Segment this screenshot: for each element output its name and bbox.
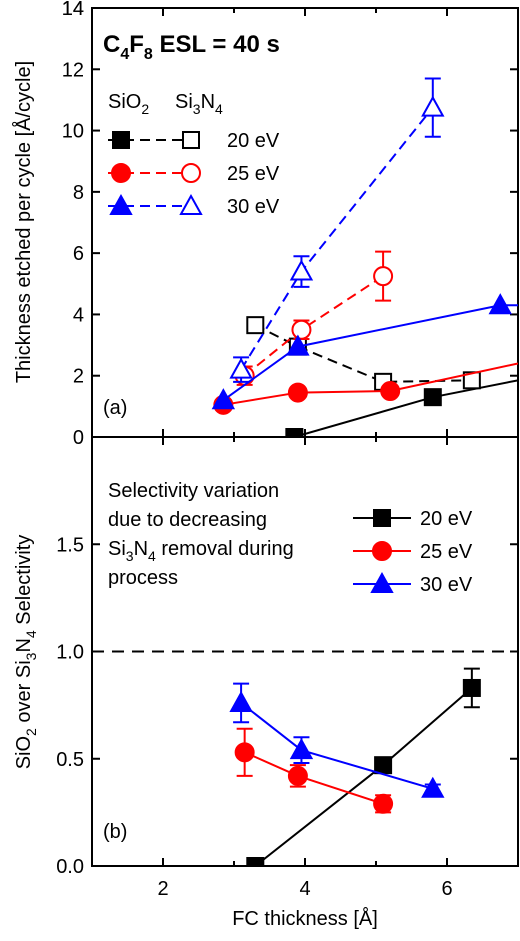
- y-tick-label-a: 8: [73, 182, 84, 204]
- data-point-a-triangle: [211, 388, 236, 410]
- series-line-a-2: [223, 362, 518, 406]
- data-point-a-triangle: [488, 293, 512, 315]
- series-group-b: [229, 667, 481, 866]
- legend-label-a: 30 eV: [227, 196, 280, 218]
- data-point-a-square: [423, 388, 442, 407]
- x-axis-label: FC thickness [Å]: [232, 907, 378, 930]
- series-group-a: [211, 77, 518, 437]
- data-point-a-circle: [287, 382, 308, 403]
- series-line-a-4: [222, 304, 518, 402]
- data-point-a-circle: [291, 319, 312, 340]
- data-point-b-circle: [287, 765, 308, 786]
- annotation-line-2: due to decreasing: [108, 509, 267, 531]
- data-point-b-triangle: [229, 690, 253, 712]
- panel-a-label: (a): [103, 397, 127, 419]
- data-point-a-triangle: [289, 259, 314, 281]
- y-tick-label-b: 0.0: [56, 856, 84, 878]
- annotation-line-4: process: [108, 567, 178, 589]
- data-point-b-circle: [234, 742, 255, 763]
- legend-marker-filled-circle: [111, 163, 131, 183]
- data-point-b-circle: [373, 793, 394, 814]
- y-tick-label-b: 1.0: [56, 642, 84, 664]
- y-tick-label-a: 10: [62, 121, 84, 143]
- legend-marker-b-triangle: [370, 571, 394, 593]
- data-point-b-triangle: [421, 776, 445, 798]
- x-tick-label: 2: [157, 878, 168, 900]
- legend-label-a: 25 eV: [227, 163, 280, 185]
- panel-b-label: (b): [103, 821, 127, 843]
- data-point-a-square: [246, 316, 265, 335]
- data-point-a-triangle: [229, 357, 253, 379]
- legend-label-b: 20 eV: [420, 508, 473, 530]
- legend-label-b: 30 eV: [420, 574, 473, 596]
- x-tick-label: 6: [441, 878, 452, 900]
- y-tick-label-a: 2: [73, 366, 84, 388]
- legend-marker-open-square: [182, 131, 200, 149]
- legend-marker-b-square: [373, 509, 391, 527]
- y-axis-label-a: Thickness etched per cycle [Å/cycle]: [12, 61, 35, 383]
- data-point-a-circle: [380, 381, 401, 402]
- legend-marker-open-circle: [181, 163, 201, 183]
- y-tick-label-a: 14: [62, 0, 84, 20]
- data-point-a-triangle: [286, 334, 310, 356]
- y-tick-label-a: 6: [73, 243, 84, 265]
- data-point-b-square: [246, 857, 265, 866]
- data-point-a-square: [462, 371, 481, 390]
- y-tick-label-a: 4: [73, 304, 84, 326]
- data-point-b-square: [462, 678, 481, 697]
- legend-marker-filled-triangle: [109, 193, 133, 215]
- series-line-a-1: [254, 324, 472, 383]
- y-tick-label-a: 14: [62, 0, 84, 20]
- legend-marker-filled-square: [112, 131, 130, 149]
- data-point-b-triangle: [289, 738, 314, 760]
- y-tick-label-a: 0: [73, 427, 84, 449]
- data-point-a-triangle: [421, 95, 445, 117]
- legend-marker-open-triangle: [179, 193, 203, 215]
- legend-label-a: 20 eV: [227, 130, 280, 152]
- legend-marker-b-circle: [372, 541, 392, 561]
- panel-a-title: C4F8 ESL = 40 s: [103, 31, 280, 63]
- legend-header-si3n4: Si3N4: [175, 91, 223, 117]
- annotation-line-1: Selectivity variation: [108, 480, 279, 502]
- data-point-a-circle: [373, 266, 394, 287]
- y-tick-label-b: 1.5: [56, 534, 84, 556]
- y-tick-label-b: 0.5: [56, 749, 84, 771]
- y-tick-label-a: 12: [62, 59, 84, 81]
- x-tick-label: 4: [299, 878, 310, 900]
- panel-b: 2 4 6 0.0 0.5 1.0 1.5 20 eV 25 eV 30 eV: [56, 436, 519, 900]
- data-point-b-square: [374, 756, 393, 775]
- annotation-line-3: Si3N4 removal during: [108, 538, 294, 564]
- legend-label-b: 25 eV: [420, 541, 473, 563]
- data-point-a-square: [285, 428, 304, 437]
